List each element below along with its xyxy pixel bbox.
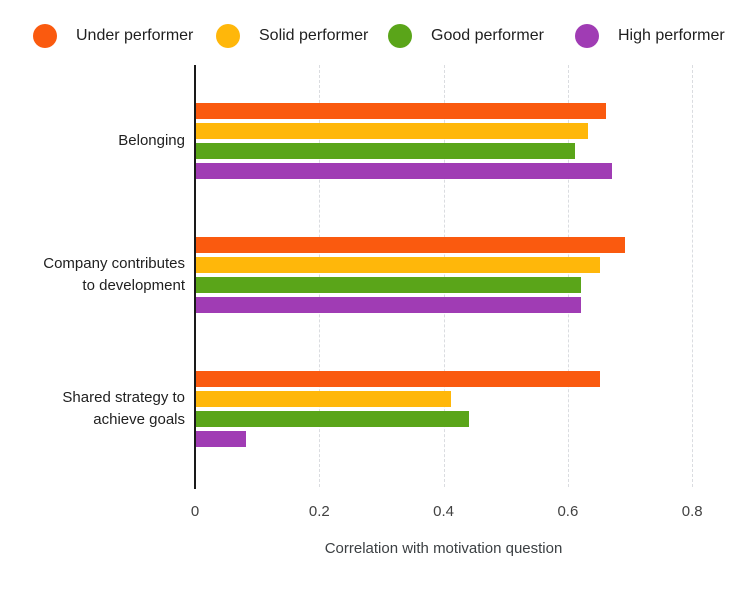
bar [196,411,470,427]
legend-item[interactable]: Good performer [388,24,544,48]
legend-item[interactable]: Solid performer [216,24,368,48]
bar [196,257,600,273]
bar [196,163,613,179]
x-tick-label: 0.4 [433,503,455,520]
bar [196,371,600,387]
bar [196,277,582,293]
bar [196,391,451,407]
category-label: Shared strategy to achieve goals [62,389,185,428]
legend-item[interactable]: Under performer [33,24,193,48]
legend-label: Good performer [431,27,544,44]
bar [196,143,576,159]
x-tick-label: 0 [190,503,200,520]
bar [196,103,607,119]
category-label: Belonging [118,132,185,149]
bar [196,431,246,447]
x-tick-label: 0.2 [308,503,330,520]
legend-swatch-circle-icon [216,24,240,48]
gridline [443,65,445,487]
x-tick-label: 0.6 [557,503,579,520]
bar [196,237,625,253]
y-axis-line [194,65,196,489]
legend-swatch-circle-icon [575,24,599,48]
legend-item[interactable]: High performer [575,24,725,48]
bar [196,123,588,139]
x-tick-label: 0.8 [681,503,703,520]
gridline [567,65,569,487]
bar [196,297,582,313]
gridline [319,65,321,487]
legend-swatch-circle-icon [388,24,412,48]
legend: Under performer Solid performer Good perfo… [0,0,750,60]
x-axis-title: Correlation with motivation question [324,540,563,557]
legend-label: Under performer [76,27,194,44]
gridline [692,65,694,487]
legend-label: Solid performer [259,27,369,44]
legend-label: High performer [618,27,725,44]
legend-swatch-circle-icon [33,24,57,48]
category-label: Company contributes to development [43,255,185,294]
